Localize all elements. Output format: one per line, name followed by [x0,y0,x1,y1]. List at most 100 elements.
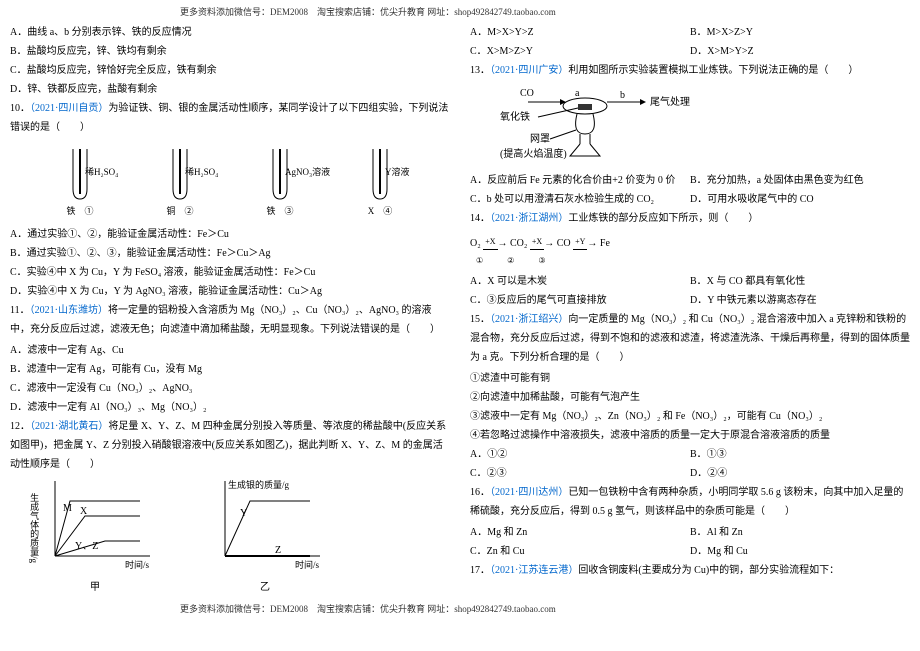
q13-options-row2: C．b 处可以用澄清石灰水检验生成的 CO₂ D．可用水吸收尾气中的 CO [470,190,910,209]
f-y: +Y [573,234,587,250]
chart-jia-svg: M X Y、Z 时间/s [30,476,160,571]
q14-option-a: A．X 可以是木炭 [470,272,690,291]
svg-text:(提高火焰温度): (提高火焰温度) [500,147,567,160]
chart-jia-name: 甲 [30,578,160,597]
q10-option-d: D．实验④中 X 为 Cu，Y 为 AgNO₃ 溶液，能验证金属活动性：Cu＞A… [10,282,450,301]
svg-text:CO: CO [520,88,534,99]
tube-1: 稀H₂SO₄ 铁 ① [55,144,105,220]
q15-option-c: C．②③ [470,464,690,483]
option-d: D．锌、铁都反应完，盐酸有剩余 [10,80,450,99]
q11-option-d: D．滤液中一定有 Al（NO₃）₃、Mg（NO₃）₂ [10,398,450,417]
q12-options-row2: C．X>M>Z>Y D．X>M>Y>Z [470,42,910,61]
svg-text:生成银的质量/g: 生成银的质量/g [228,479,290,490]
q10-num: 10． [10,103,30,114]
q17-text: 回收含铜废料(主要成分为 Cu)中的铜，部分实验流程如下： [578,565,839,576]
question-15: 15．（2021·浙江绍兴）向一定质量的 Mg（NO₃）₂ 和 Cu（NO₃）₂… [470,310,910,367]
tube-3-metal: 铁 [266,206,275,216]
q14-option-d: D．Y 中铁元素以游离态存在 [690,291,910,310]
f-fe: Fe [600,238,610,249]
option-b: B．盐酸均反应完，锌、铁均有剩余 [10,42,450,61]
q13-option-a: A．反应前后 Fe 元素的化合价由+2 价变为 0 价 [470,171,690,190]
q14-options-row2: C．③反应后的尾气可直接排放 D．Y 中铁元素以游离态存在 [470,291,910,310]
svg-text:b: b [620,90,625,101]
q13-options-row1: A．反应前后 Fe 元素的化合价由+2 价变为 0 价 B．充分加热，a 处固体… [470,171,910,190]
q10-option-c: C．实验④中 X 为 Cu，Y 为 FeSO₄ 溶液，能验证金属活动性：Fe＞C… [10,263,450,282]
svg-text:Z: Z [275,545,281,556]
question-14: 14．（2021·浙江湖州）工业炼铁的部分反应如下所示，则（ ） [470,209,910,228]
q15-stmt-1: ①滤渣中可能有铜 [470,369,910,388]
question-16: 16．（2021·四川达州）已知一包铁粉中含有两种杂质，小明同学取 5.6 g … [470,483,910,521]
q12-source: （2021·湖北黄石） [30,421,108,432]
tube-4: Y溶液 X ④ [355,144,405,220]
question-12: 12．（2021·湖北黄石）将足量 X、Y、Z、M 四种金属分别投入等质量、等浓… [10,417,450,474]
q13-option-d: D．可用水吸收尾气中的 CO [690,190,910,209]
q13-option-c: C．b 处可以用澄清石灰水检验生成的 CO₂ [470,190,690,209]
q16-num: 16． [470,487,490,498]
right-column: A．M>X>Y>Z B．M>X>Z>Y C．X>M>Z>Y D．X>M>Y>Z … [470,23,910,597]
svg-text:网罩: 网罩 [530,133,550,145]
tube-2-label: 稀H₂SO₄ [185,164,235,181]
question-13: 13．（2021·四川广安）利用如图所示实验装置模拟工业炼铁。下列说法正确的是（… [470,61,910,80]
q12-option-c: C．X>M>Z>Y [470,42,690,61]
tube-1-metal: 铁 [66,206,75,216]
q15-stmt-3: ③滤液中一定有 Mg（NO₃）₂、Zn（NO₃）₂ 和 Fe（NO₃）₂，可能有… [470,407,910,426]
tube-1-num: ① [85,206,94,216]
q15-stmt-4: ④若忽略过滤操作中溶液损失，滤液中溶质的质量一定大于原混合溶液溶质的质量 [470,426,910,445]
q12-options-row1: A．M>X>Y>Z B．M>X>Z>Y [470,23,910,42]
tube-1-label: 稀H₂SO₄ [85,164,135,181]
q14-num: 14． [470,213,490,224]
q11-option-a: A．滤液中一定有 Ag、Cu [10,341,450,360]
q14-text: 工业炼铁的部分反应如下所示，则（ ） [568,213,758,224]
q16-option-a: A．Mg 和 Zn [470,523,690,542]
q15-options-row1: A．①② B．①③ [470,445,910,464]
svg-text:时间/s: 时间/s [125,559,150,570]
left-column: A．曲线 a、b 分别表示锌、铁的反应情况 B．盐酸均反应完，锌、铁均有剩余 C… [10,23,450,597]
chart-yi-name: 乙 [200,578,330,597]
question-11: 11．（2021·山东潍坊）将一定量的铝粉投入含溶质为 Mg（NO₃）₂、Cu（… [10,301,450,339]
svg-text:X: X [80,506,88,517]
tube-2-num: ② [185,206,194,216]
q15-num: 15． [470,314,490,325]
f-x1: +X [483,234,497,250]
q10-option-b: B．通过实验①、②、③，能验证金属活动性：Fe＞Cu＞Ag [10,244,450,263]
page-footer: 更多资料添加微信号：DEM2008 淘宝搜索店铺：优尖升教育 网址：shop49… [0,597,920,620]
device-diagram: CO a b 尾气处理 氧化铁 网罩 (提高火焰温度) [470,82,910,171]
q13-option-b: B．充分加热，a 处固体由黑色变为红色 [690,171,910,190]
svg-text:Y: Y [240,508,247,519]
f-co2: CO₂ [510,238,527,249]
charts-row: M X Y、Z 时间/s 生成气体的质量/g 甲 Y Z 生成银的质量/g [10,476,450,597]
q14-source: （2021·浙江湖州） [490,213,568,224]
tube-3: AgNO₃溶液 铁 ③ [255,144,305,220]
q12-num: 12． [10,421,30,432]
q14-formula: O₂ +X→ CO₂ +X→ CO +Y→ Fe ① ② ③ [470,230,910,272]
page-body: A．曲线 a、b 分别表示锌、铁的反应情况 B．盐酸均反应完，锌、铁均有剩余 C… [0,23,920,597]
q14-option-c: C．③反应后的尾气可直接排放 [470,291,690,310]
q15-stmt-2: ②向滤渣中加稀盐酸，可能有气泡产生 [470,388,910,407]
option-a: A．曲线 a、b 分别表示锌、铁的反应情况 [10,23,450,42]
q14-options-row1: A．X 可以是木炭 B．X 与 CO 都具有氧化性 [470,272,910,291]
test-tubes-diagram: 稀H₂SO₄ 铁 ① 稀H₂SO₄ 铜 ② AgNO₃溶液 铁 ③ [10,139,450,225]
q15-options-row2: C．②③ D．②④ [470,464,910,483]
q17-source: （2021·江苏连云港） [490,565,578,576]
q16-options-row1: A．Mg 和 Zn B．Al 和 Zn [470,523,910,542]
device-svg: CO a b 尾气处理 氧化铁 网罩 (提高火焰温度) [500,84,760,162]
svg-text:时间/s: 时间/s [295,559,320,570]
svg-text:Y、Z: Y、Z [75,541,98,552]
tube-3-label: AgNO₃溶液 [285,164,335,181]
q16-options-row2: C．Zn 和 Cu D．Mg 和 Cu [470,542,910,561]
svg-text:氧化铁: 氧化铁 [500,110,530,123]
chart-jia-ylabel: 生成气体的质量/g [25,483,42,573]
svg-text:尾气处理: 尾气处理 [650,95,690,108]
q10-option-a: A．通过实验①、②，能验证金属活动性：Fe＞Cu [10,225,450,244]
q12-option-d: D．X>M>Y>Z [690,42,910,61]
q16-option-c: C．Zn 和 Cu [470,542,690,561]
q16-option-d: D．Mg 和 Cu [690,542,910,561]
svg-text:M: M [63,503,72,514]
q11-num: 11． [10,305,30,316]
q13-source: （2021·四川广安） [490,65,568,76]
svg-text:a: a [575,88,580,99]
q16-source: （2021·四川达州） [490,487,568,498]
q17-num: 17． [470,565,490,576]
tube-2-metal: 铜 [166,206,175,216]
f-co: CO [557,238,571,249]
